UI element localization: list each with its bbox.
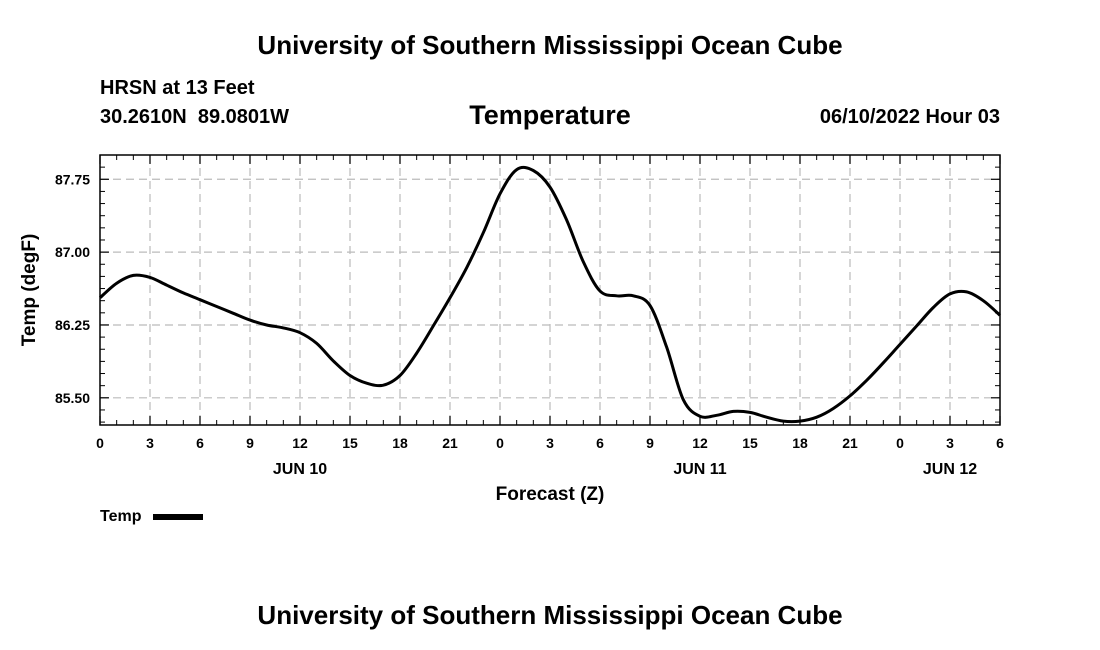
x-tick-label: 0 — [896, 435, 904, 451]
x-tick-label: 18 — [792, 435, 808, 451]
x-tick-label: 6 — [996, 435, 1004, 451]
chart-title: Temperature — [469, 100, 631, 130]
label-layer: 0 3 6 9 12 15 18 21 0 3 6 9 12 15 18 21 0 3 6 85.50 86.25 87.… — [55, 171, 1004, 478]
x-tick-label: 0 — [496, 435, 504, 451]
series-layer — [98, 165, 1002, 424]
grid-layer — [100, 155, 1000, 425]
coordinates-label: 30.2610N 89.0801W — [100, 106, 290, 128]
x-tick-label: 6 — [596, 435, 604, 451]
timestamp-label: 06/10/2022 Hour 03 — [819, 106, 1000, 128]
y-tick-label: 85.50 — [55, 390, 90, 406]
x-tick-label: 21 — [842, 435, 858, 451]
tick-layer — [99, 154, 1001, 425]
date-label: JUN 10 — [273, 461, 327, 478]
x-axis-title: Forecast (Z) — [496, 484, 605, 505]
x-tick-label: 0 — [96, 435, 104, 451]
x-tick-label: 9 — [246, 435, 254, 451]
main-title: University of Southern Mississippi Ocean… — [257, 30, 843, 60]
date-label: JUN 11 — [673, 461, 726, 478]
x-tick-label: 3 — [946, 435, 954, 451]
x-tick-label: 15 — [342, 435, 358, 451]
x-tick-label: 15 — [742, 435, 758, 451]
legend: Temp — [100, 508, 204, 526]
footer-title: University of Southern Mississippi Ocean… — [257, 600, 843, 630]
legend-line-swatch — [153, 514, 204, 520]
station-label: HRSN at 13 Feet — [100, 77, 255, 99]
x-tick-label: 9 — [646, 435, 654, 451]
series-line-temp — [98, 165, 1002, 424]
y-tick-label: 87.75 — [55, 171, 90, 187]
x-tick-label: 6 — [196, 435, 204, 451]
date-label: JUN 12 — [923, 461, 977, 478]
x-tick-label: 3 — [146, 435, 154, 451]
plot-frame — [99, 154, 1001, 426]
x-tick-label: 21 — [442, 435, 458, 451]
y-tick-label: 86.25 — [55, 317, 90, 333]
y-tick-label: 87.00 — [55, 244, 90, 260]
x-tick-label: 12 — [692, 435, 708, 451]
x-tick-label: 12 — [292, 435, 308, 451]
legend-label: Temp — [100, 508, 142, 525]
x-tick-label: 18 — [392, 435, 408, 451]
y-axis-title: Temp (degF) — [19, 234, 40, 347]
x-tick-label: 3 — [546, 435, 554, 451]
